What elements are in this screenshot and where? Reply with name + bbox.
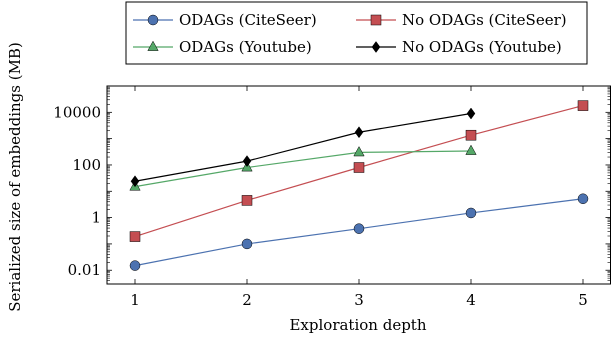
legend-label: ODAGs (CiteSeer) (179, 11, 317, 29)
legend: ODAGs (CiteSeer) No ODAGs (CiteSeer) ODAGs… (126, 2, 587, 64)
data-point (578, 101, 588, 111)
series-2 (130, 101, 588, 242)
legend-marker (148, 15, 158, 25)
data-point (354, 147, 364, 156)
series-line (135, 114, 471, 182)
data-point (354, 163, 364, 173)
axes: 0.01 1 100 10000 1 2 3 4 5 (53, 86, 610, 309)
data-point (242, 195, 252, 205)
data-point (467, 108, 475, 119)
data-point (243, 156, 251, 167)
x-tick-label: 1 (130, 291, 140, 309)
series-4 (131, 108, 475, 187)
data-point (354, 224, 364, 234)
legend-label: No ODAGs (CiteSeer) (402, 11, 567, 29)
data-point (466, 130, 476, 140)
data-point (578, 194, 588, 204)
series-1 (130, 194, 588, 271)
data-point (466, 145, 476, 154)
y-tick-label: 10000 (53, 103, 101, 121)
data-point (130, 261, 140, 271)
plot-frame (107, 86, 611, 284)
series-line (135, 151, 471, 187)
plot-area (130, 101, 588, 271)
legend-label: No ODAGs (Youtube) (402, 38, 562, 56)
x-axis-title: Exploration depth (289, 316, 426, 334)
data-point (242, 239, 252, 249)
y-axis-title: Serialized size of embeddings (MB) (6, 42, 24, 312)
data-point (131, 176, 139, 187)
x-tick-label: 2 (242, 291, 252, 309)
x-tick-label: 5 (578, 291, 588, 309)
x-tick-label: 4 (466, 291, 476, 309)
legend-marker (371, 15, 381, 25)
data-point (130, 232, 140, 242)
data-point (466, 208, 476, 218)
x-tick-label: 3 (354, 291, 364, 309)
y-tick-label: 1 (91, 209, 101, 227)
y-tick-label: 0.01 (68, 261, 101, 279)
legend-label: ODAGs (Youtube) (179, 38, 312, 56)
y-tick-label: 100 (72, 156, 101, 174)
data-point (355, 127, 363, 138)
